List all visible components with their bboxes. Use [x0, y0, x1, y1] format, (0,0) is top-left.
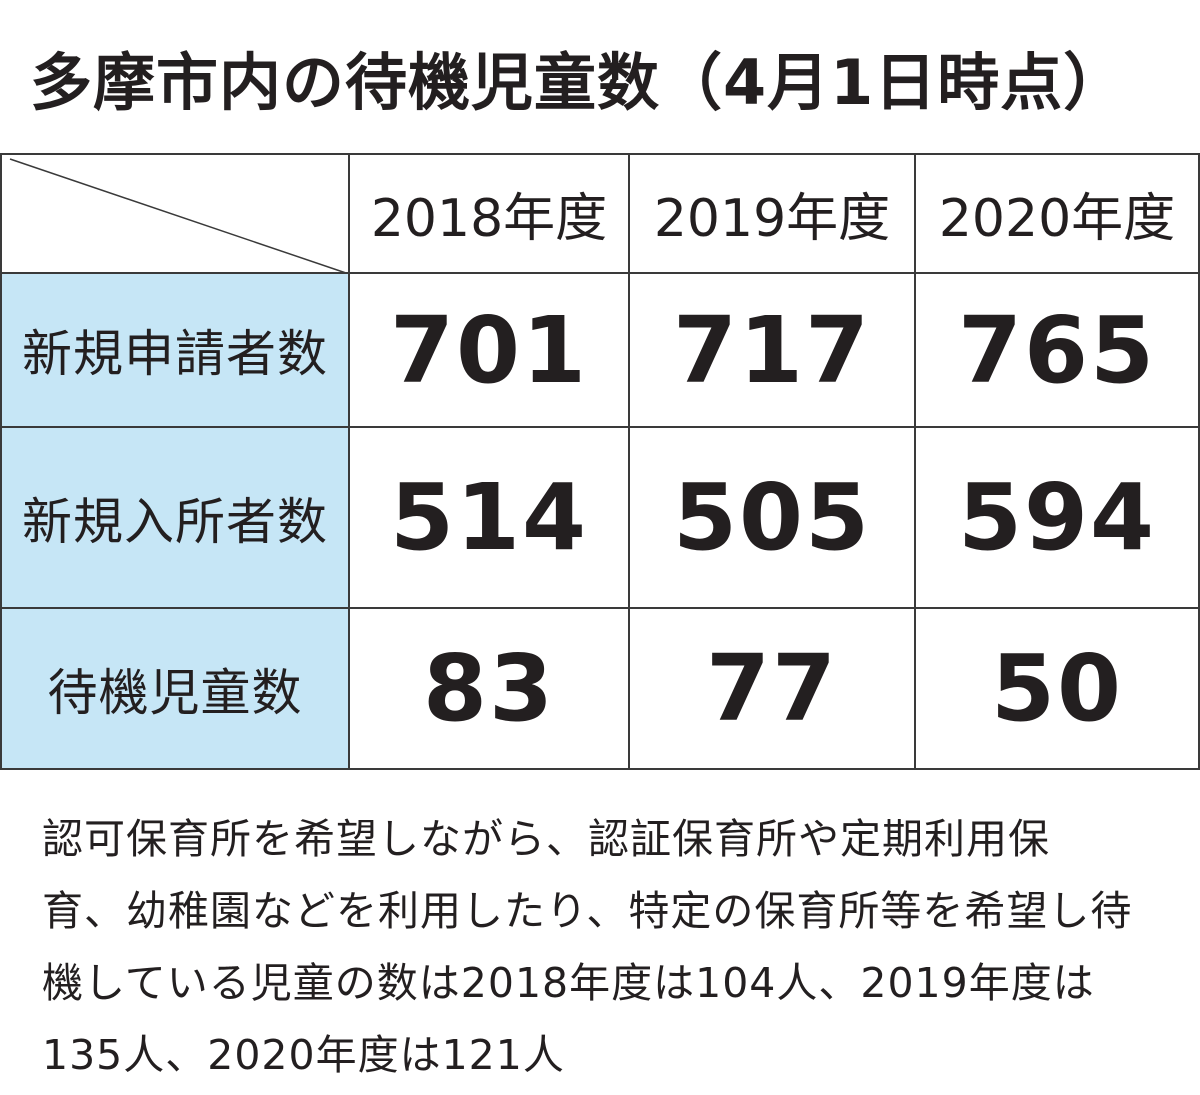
table-cell-value: 83 [348, 607, 630, 770]
page-title: 多摩市内の待機児童数（4月1日時点） [30, 46, 1127, 119]
footnote-line: 育、幼稚園などを利用したり、特定の保育所等を希望し待 [42, 887, 1133, 935]
diagonal-line [9, 158, 347, 274]
table-cell-value: 701 [348, 272, 630, 428]
footnote: 認可保育所を希望しながら、認証保育所や定期利用保 育、幼稚園などを利用したり、特… [42, 803, 1172, 1091]
table-cell-value: 594 [914, 426, 1200, 609]
row-header-new-admissions: 新規入所者数 [0, 426, 350, 609]
table-cell-value: 50 [914, 607, 1200, 770]
row-header-new-applicants: 新規申請者数 [0, 272, 350, 428]
table-cell-value: 77 [628, 607, 916, 770]
data-table: 2018年度 2019年度 2020年度 新規申請者数 701 717 765 … [0, 153, 1200, 770]
corner-cell [0, 153, 350, 274]
table-cell-value: 717 [628, 272, 916, 428]
table-cell-value: 514 [348, 426, 630, 609]
footnote-line: 認可保育所を希望しながら、認証保育所や定期利用保 [42, 815, 1050, 863]
column-header-2020: 2020年度 [914, 153, 1200, 274]
column-header-2018: 2018年度 [348, 153, 630, 274]
table-cell-value: 505 [628, 426, 916, 609]
row-header-waiting-children: 待機児童数 [0, 607, 350, 770]
footnote-line: 機している児童の数は2018年度は104人、2019年度は [42, 959, 1095, 1007]
table-cell-value: 765 [914, 272, 1200, 428]
footnote-line: 135人、2020年度は121人 [42, 1031, 565, 1079]
column-header-2019: 2019年度 [628, 153, 916, 274]
